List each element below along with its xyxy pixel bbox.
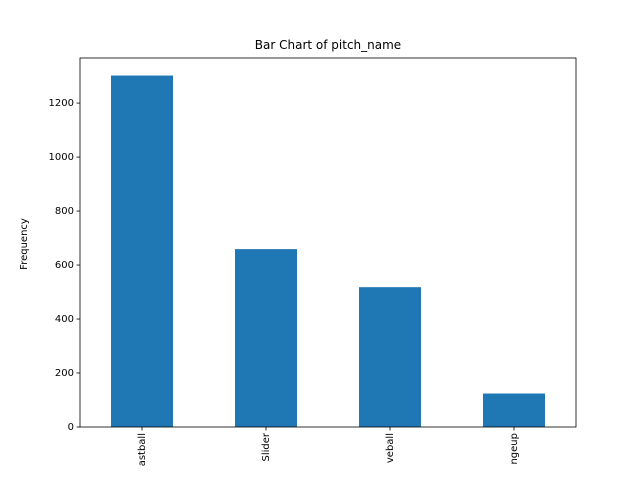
y-tick-label-5: 1000	[49, 152, 74, 163]
x-axis: astball Slider veball ngeup	[137, 427, 520, 466]
y-tick-label-1: 200	[55, 368, 74, 379]
y-tick-label-4: 800	[55, 206, 74, 217]
bar-3	[483, 393, 545, 427]
y-tick-label-3: 600	[55, 260, 74, 271]
y-tick-label-0: 0	[68, 422, 74, 433]
x-tick-label-0: astball	[137, 433, 148, 466]
y-tick-label-6: 1200	[49, 98, 74, 109]
x-tick-label-3: ngeup	[509, 433, 520, 465]
x-tick-label-2: veball	[385, 433, 396, 463]
bar-0	[111, 75, 173, 428]
plot-frame	[79, 57, 577, 428]
bars-group	[111, 75, 545, 428]
chart-title: Bar Chart of pitch_name	[255, 38, 401, 52]
x-tick-label-1: Slider	[261, 432, 272, 461]
y-tick-label-2: 400	[55, 314, 74, 325]
y-axis: 0 200 400 600 800 1000 1200	[49, 98, 80, 433]
bar-1	[235, 249, 297, 427]
bar-2	[359, 287, 421, 427]
y-axis-title: Frequency	[19, 218, 30, 270]
